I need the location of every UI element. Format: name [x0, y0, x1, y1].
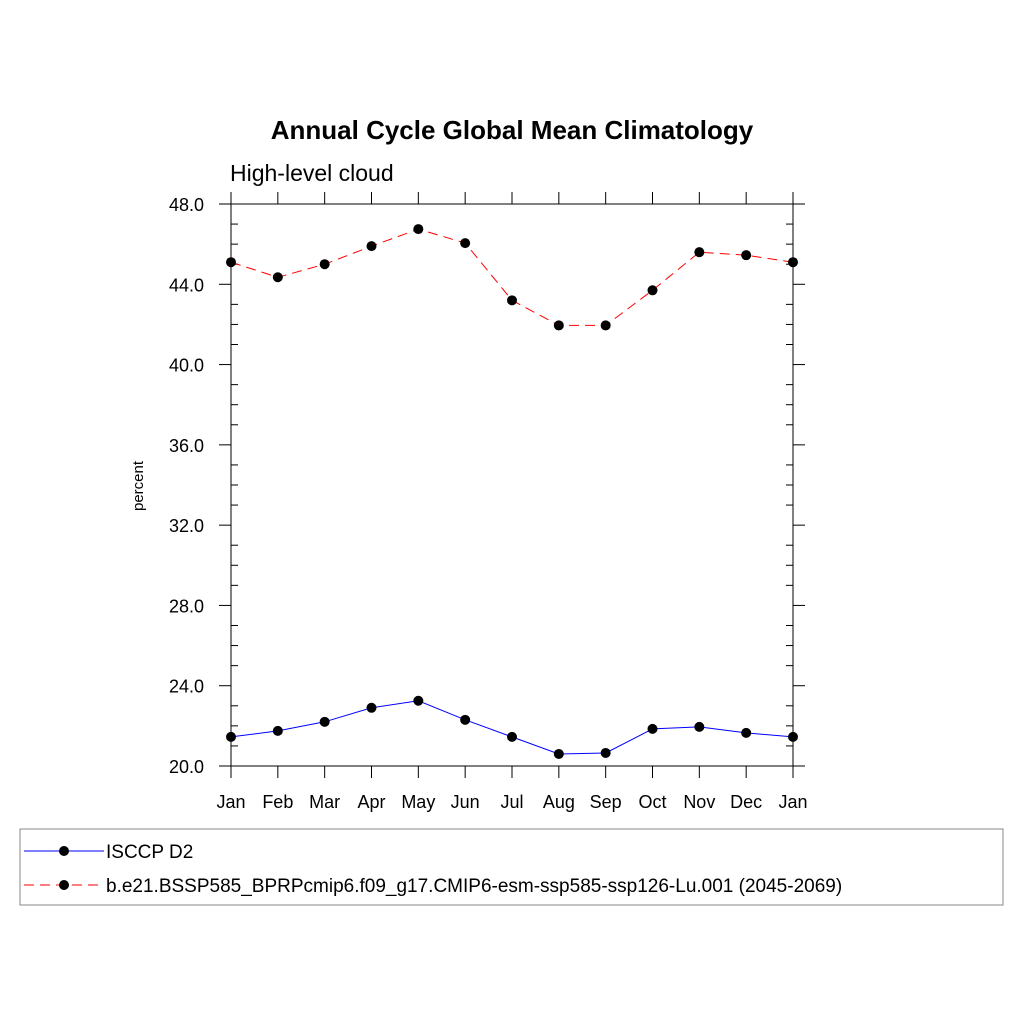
- y-tick-label: 36.0: [169, 436, 204, 456]
- series-line-1: [230, 700, 794, 755]
- x-tick-label: Aug: [543, 792, 575, 812]
- axis-ticks: [219, 192, 805, 778]
- x-tick-label: Oct: [638, 792, 666, 812]
- series-2-point: [507, 295, 517, 306]
- legend-box: [19, 828, 1004, 906]
- x-tick-label: May: [401, 792, 435, 812]
- x-tick-label: Dec: [730, 792, 762, 812]
- x-tick-label: Mar: [309, 792, 340, 812]
- series-2-point: [553, 320, 564, 331]
- series-1-point: [741, 727, 752, 738]
- y-tick-label: 32.0: [169, 516, 204, 536]
- series-1-point: [600, 747, 611, 758]
- series-2-point: [694, 247, 705, 258]
- series-1-point: [319, 716, 330, 727]
- plot-series: [226, 224, 798, 759]
- x-tick-label: Jan: [778, 792, 807, 812]
- x-tick-label: Sep: [590, 792, 622, 812]
- x-tick-label: Nov: [683, 792, 715, 812]
- y-axis-label: percent: [130, 460, 147, 511]
- legend-label-2: b.e21.BSSP585_BPRPcmip6.f09_g17.CMIP6-es…: [106, 876, 842, 897]
- series-1-point: [647, 723, 658, 734]
- x-tick-label: Apr: [357, 792, 385, 812]
- legend-marker-2: [59, 880, 69, 890]
- series-1-point: [272, 725, 283, 736]
- series-2-point: [647, 285, 658, 296]
- y-tick-label: 20.0: [169, 757, 204, 777]
- plot-frame: [230, 203, 794, 767]
- y-tick-label: 28.0: [169, 596, 204, 616]
- x-tick-label: Jan: [216, 792, 245, 812]
- series-2-point: [366, 241, 377, 252]
- series-1-point: [460, 714, 471, 725]
- x-tick-label: Jun: [451, 792, 480, 812]
- y-tick-label: 24.0: [169, 677, 204, 697]
- chart-title: Annual Cycle Global Mean Climatology: [271, 115, 754, 145]
- series-2-point: [460, 238, 471, 249]
- x-tick-labels: Jan Feb Mar Apr May Jun Jul Aug Sep Oct Nov Dec Jan: [216, 792, 807, 812]
- series-1-point: [366, 702, 377, 713]
- legend-label-1: ISCCP D2: [106, 842, 193, 863]
- series-2-point: [741, 250, 752, 261]
- series-1-point: [694, 721, 705, 732]
- y-tick-labels: 20.0 24.0 28.0 32.0 36.0 40.0 44.0 48.0: [169, 195, 204, 777]
- y-tick-label: 44.0: [169, 275, 204, 295]
- series-2-point: [600, 320, 611, 331]
- y-tick-label: 40.0: [169, 356, 204, 376]
- legend: ISCCP D2 b.e21.BSSP585_BPRPcmip6.f09_g17.…: [19, 828, 1004, 906]
- x-tick-label: Feb: [262, 792, 293, 812]
- legend-marker-1: [59, 846, 69, 856]
- series-line-2: [230, 228, 794, 326]
- series-2-point: [319, 259, 330, 270]
- x-tick-label: Jul: [500, 792, 523, 812]
- series-1-point: [507, 731, 517, 742]
- y-tick-label: 48.0: [169, 195, 204, 215]
- series-2-point: [413, 224, 424, 235]
- series-2-point: [272, 272, 283, 283]
- series-1-point: [413, 695, 424, 706]
- series-1-point: [553, 748, 564, 759]
- chart-subtitle: High-level cloud: [230, 160, 394, 186]
